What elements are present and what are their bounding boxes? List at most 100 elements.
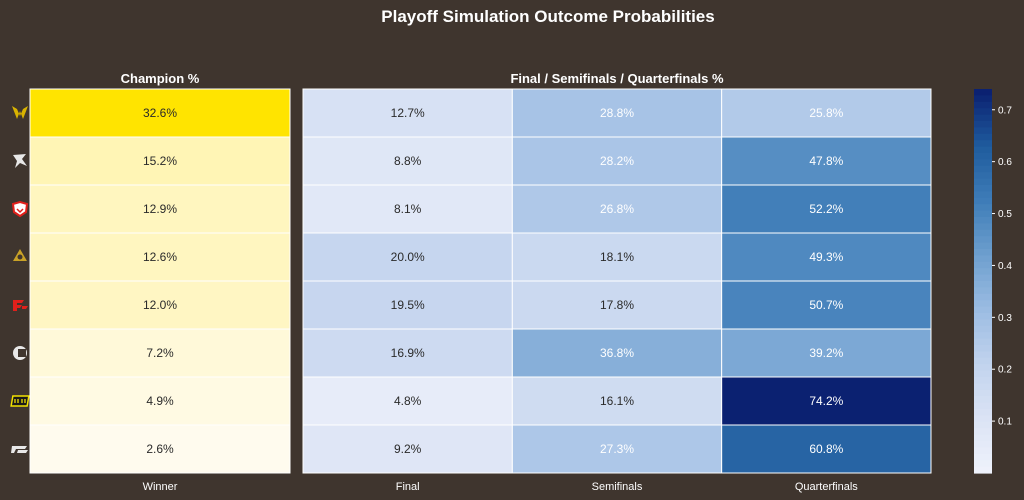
heatmap-cell bbox=[302, 376, 513, 426]
colorbar-segment bbox=[974, 140, 992, 148]
cell-label: 16.1% bbox=[600, 394, 634, 408]
heatmap-cell bbox=[29, 424, 291, 474]
colorbar-segment bbox=[974, 89, 992, 96]
heatmap-cell bbox=[302, 136, 513, 186]
colorbar-segment bbox=[974, 146, 992, 154]
colorbar-tick-label: 0.5 bbox=[998, 209, 1012, 220]
colorbar-segment bbox=[974, 249, 992, 256]
colorbar-tick-label: 0.7 bbox=[998, 105, 1012, 116]
colorbar-segment bbox=[974, 159, 992, 167]
colorbar-segment bbox=[974, 191, 992, 199]
colorbar-segment bbox=[974, 229, 992, 237]
heatmap-cell bbox=[511, 424, 723, 474]
cell-label: 19.5% bbox=[391, 298, 425, 312]
colorbar-segment bbox=[974, 415, 992, 423]
colorbar-segment bbox=[974, 121, 992, 128]
colorbar: 0.1 0.2 0.3 0.4 0.5 0.6 0.7 bbox=[974, 89, 1012, 474]
cell-label: 50.7% bbox=[809, 298, 843, 312]
colorbar-segment bbox=[974, 453, 992, 461]
heatmap-cell bbox=[721, 88, 932, 138]
heatmap-cell bbox=[29, 184, 291, 234]
heatmap-cell bbox=[721, 184, 932, 234]
colorbar-segment bbox=[974, 306, 992, 314]
heatmap-cell bbox=[721, 136, 932, 186]
cell-label: 47.8% bbox=[809, 154, 843, 168]
x-tick-label: Winner bbox=[143, 481, 178, 493]
colorbar-tick-label: 0.2 bbox=[998, 365, 1012, 376]
cell-label: 39.2% bbox=[809, 346, 843, 360]
colorbar-segment bbox=[974, 133, 992, 141]
heatmap-cell bbox=[511, 280, 723, 330]
cell-label: 12.6% bbox=[143, 250, 177, 264]
heatmap-cell bbox=[511, 136, 723, 186]
colorbar-segment bbox=[974, 223, 992, 231]
colorbar-segment bbox=[974, 204, 992, 212]
colorbar-segment bbox=[974, 127, 992, 135]
heatmap-cell bbox=[29, 376, 291, 426]
champion-heatmap: 32.6% 15.2% 12.9% 12.6% 12.0% 7.2% 4.9% 2.6% bbox=[29, 88, 291, 474]
cell-label: 12.0% bbox=[143, 298, 177, 312]
cell-label: 36.8% bbox=[600, 346, 634, 360]
team-logo-7-icon bbox=[10, 395, 30, 407]
colorbar-tick-label: 0.1 bbox=[998, 417, 1012, 428]
cell-label: 60.8% bbox=[809, 442, 843, 456]
team-logo-3-icon bbox=[11, 200, 29, 218]
colorbar-segment bbox=[974, 165, 992, 173]
colorbar-segment bbox=[974, 114, 992, 122]
cell-label: 8.1% bbox=[394, 202, 422, 216]
cell-label: 12.9% bbox=[143, 202, 177, 216]
champion-panel-subtitle: Champion % bbox=[121, 71, 200, 86]
heatmap-cell bbox=[721, 328, 932, 378]
colorbar-segment bbox=[974, 236, 992, 244]
colorbar-segment bbox=[974, 293, 992, 301]
colorbar-segment bbox=[974, 197, 992, 205]
colorbar-tick-label: 0.3 bbox=[998, 313, 1012, 324]
heatmap-cell bbox=[29, 88, 291, 138]
colorbar-segment bbox=[974, 377, 992, 384]
colorbar-segment bbox=[974, 300, 992, 308]
heatmap-cell bbox=[511, 232, 723, 282]
cell-label: 15.2% bbox=[143, 154, 177, 168]
cell-label: 8.8% bbox=[394, 154, 422, 168]
colorbar-segment bbox=[974, 441, 992, 448]
colorbar-segment bbox=[974, 447, 992, 455]
cell-label: 16.9% bbox=[391, 346, 425, 360]
x-tick-label: Final bbox=[396, 481, 420, 493]
x-axis-ticks: Winner Final Semifinals Quarterfinals bbox=[143, 481, 859, 493]
team-logo-4-icon bbox=[13, 249, 27, 261]
chart-title: Playoff Simulation Outcome Probabilities bbox=[381, 7, 714, 26]
cell-label: 2.6% bbox=[146, 442, 174, 456]
colorbar-segment bbox=[974, 396, 992, 404]
cell-label: 7.2% bbox=[146, 346, 174, 360]
colorbar-segment bbox=[974, 357, 992, 365]
cell-label: 9.2% bbox=[394, 442, 422, 456]
colorbar-segment bbox=[974, 460, 992, 468]
colorbar-segment bbox=[974, 325, 992, 333]
colorbar-segment bbox=[974, 210, 992, 218]
colorbar-segment bbox=[974, 261, 992, 269]
colorbar-segment bbox=[974, 313, 992, 320]
colorbar-segment bbox=[974, 338, 992, 346]
colorbar-tick-label: 0.6 bbox=[998, 157, 1012, 168]
colorbar-segment bbox=[974, 101, 992, 109]
colorbar-segment bbox=[974, 178, 992, 186]
colorbar-segment bbox=[974, 364, 992, 372]
cell-label: 18.1% bbox=[600, 250, 634, 264]
colorbar-segment bbox=[974, 389, 992, 397]
colorbar-segment bbox=[974, 172, 992, 180]
cell-label: 17.8% bbox=[600, 298, 634, 312]
colorbar-segment bbox=[974, 255, 992, 263]
team-logo-8-icon bbox=[11, 446, 28, 453]
colorbar-segment bbox=[974, 268, 992, 276]
cell-label: 28.8% bbox=[600, 106, 634, 120]
colorbar-segment bbox=[974, 409, 992, 416]
colorbar-segment bbox=[974, 95, 992, 103]
heatmap-cell bbox=[29, 232, 291, 282]
heatmap-cell bbox=[721, 424, 932, 474]
cell-label: 32.6% bbox=[143, 106, 177, 120]
stages-heatmap: 12.7% 28.8% 25.8% 8.8% 28.2% 47.8% 8.1% 26.8% 52… bbox=[302, 88, 932, 474]
colorbar-segment bbox=[974, 185, 992, 192]
x-tick-label: Quarterfinals bbox=[795, 481, 858, 493]
heatmap-cell bbox=[511, 328, 723, 378]
colorbar-segment bbox=[974, 434, 992, 442]
